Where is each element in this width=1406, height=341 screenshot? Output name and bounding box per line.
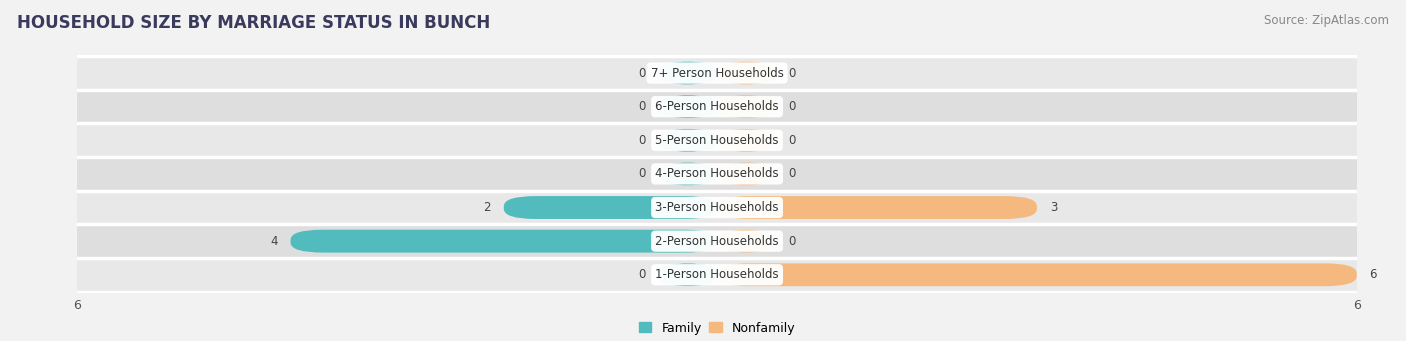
FancyBboxPatch shape <box>77 258 1357 292</box>
Text: 4: 4 <box>270 235 278 248</box>
FancyBboxPatch shape <box>77 191 1357 224</box>
Text: 6-Person Households: 6-Person Households <box>655 100 779 113</box>
Text: 0: 0 <box>638 66 645 79</box>
Text: 0: 0 <box>789 66 796 79</box>
Text: 0: 0 <box>638 268 645 281</box>
FancyBboxPatch shape <box>717 95 776 118</box>
Text: 0: 0 <box>638 100 645 113</box>
FancyBboxPatch shape <box>658 62 717 85</box>
Text: 7+ Person Households: 7+ Person Households <box>651 66 783 79</box>
Text: 0: 0 <box>789 134 796 147</box>
FancyBboxPatch shape <box>77 157 1357 191</box>
FancyBboxPatch shape <box>717 129 776 152</box>
Text: 0: 0 <box>638 167 645 180</box>
FancyBboxPatch shape <box>77 224 1357 258</box>
Text: 2-Person Households: 2-Person Households <box>655 235 779 248</box>
FancyBboxPatch shape <box>658 263 717 286</box>
FancyBboxPatch shape <box>291 230 717 253</box>
FancyBboxPatch shape <box>717 263 1357 286</box>
FancyBboxPatch shape <box>77 56 1357 90</box>
FancyBboxPatch shape <box>503 196 717 219</box>
Text: 0: 0 <box>789 167 796 180</box>
FancyBboxPatch shape <box>717 162 776 186</box>
Text: 3: 3 <box>1050 201 1057 214</box>
Text: 4-Person Households: 4-Person Households <box>655 167 779 180</box>
Text: Source: ZipAtlas.com: Source: ZipAtlas.com <box>1264 14 1389 27</box>
Text: 0: 0 <box>638 134 645 147</box>
FancyBboxPatch shape <box>658 95 717 118</box>
Text: 6: 6 <box>1369 268 1376 281</box>
FancyBboxPatch shape <box>717 196 1038 219</box>
Text: 1-Person Households: 1-Person Households <box>655 268 779 281</box>
Text: 0: 0 <box>789 100 796 113</box>
Text: 5-Person Households: 5-Person Households <box>655 134 779 147</box>
Legend: Family, Nonfamily: Family, Nonfamily <box>634 316 800 340</box>
FancyBboxPatch shape <box>717 62 776 85</box>
FancyBboxPatch shape <box>77 123 1357 157</box>
FancyBboxPatch shape <box>658 129 717 152</box>
Text: HOUSEHOLD SIZE BY MARRIAGE STATUS IN BUNCH: HOUSEHOLD SIZE BY MARRIAGE STATUS IN BUN… <box>17 14 491 32</box>
FancyBboxPatch shape <box>717 230 776 253</box>
Text: 0: 0 <box>789 235 796 248</box>
Text: 3-Person Households: 3-Person Households <box>655 201 779 214</box>
Text: 2: 2 <box>484 201 491 214</box>
FancyBboxPatch shape <box>77 90 1357 123</box>
FancyBboxPatch shape <box>658 162 717 186</box>
